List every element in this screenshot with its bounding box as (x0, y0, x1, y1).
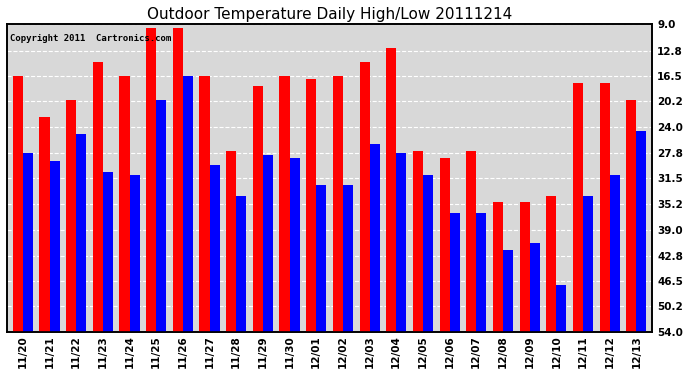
Bar (103, 172, 113, 332)
Bar (343, 185, 353, 332)
Bar (333, 76, 343, 332)
Bar (199, 76, 210, 332)
Bar (146, 28, 157, 332)
Bar (226, 151, 236, 332)
Bar (627, 100, 636, 332)
Bar (66, 100, 77, 332)
Bar (39, 117, 50, 332)
Bar (93, 62, 103, 332)
Bar (119, 76, 130, 332)
Bar (573, 82, 583, 332)
Bar (210, 165, 219, 332)
Bar (466, 151, 476, 332)
Bar (157, 100, 166, 332)
Bar (13, 76, 23, 332)
Bar (503, 250, 513, 332)
Bar (279, 76, 290, 332)
Bar (423, 175, 433, 332)
Text: Copyright 2011  Cartronics.com: Copyright 2011 Cartronics.com (10, 34, 171, 43)
Bar (440, 158, 450, 332)
Bar (77, 134, 86, 332)
Bar (23, 153, 33, 332)
Bar (386, 48, 396, 332)
Bar (413, 151, 423, 332)
Bar (476, 213, 486, 332)
Bar (583, 195, 593, 332)
Bar (236, 195, 246, 332)
Bar (172, 28, 183, 332)
Bar (520, 202, 530, 332)
Bar (600, 82, 610, 332)
Bar (130, 175, 140, 332)
Bar (183, 76, 193, 332)
Bar (636, 130, 647, 332)
Bar (546, 195, 556, 332)
Bar (359, 62, 370, 332)
Bar (370, 144, 380, 332)
Bar (50, 161, 60, 332)
Bar (316, 185, 326, 332)
Bar (253, 86, 263, 332)
Bar (556, 285, 566, 332)
Bar (290, 158, 299, 332)
Bar (396, 153, 406, 332)
Bar (263, 154, 273, 332)
Bar (610, 175, 620, 332)
Bar (493, 202, 503, 332)
Bar (530, 243, 540, 332)
Bar (450, 213, 460, 332)
Title: Outdoor Temperature Daily High/Low 20111214: Outdoor Temperature Daily High/Low 20111… (147, 7, 512, 22)
Bar (306, 79, 316, 332)
